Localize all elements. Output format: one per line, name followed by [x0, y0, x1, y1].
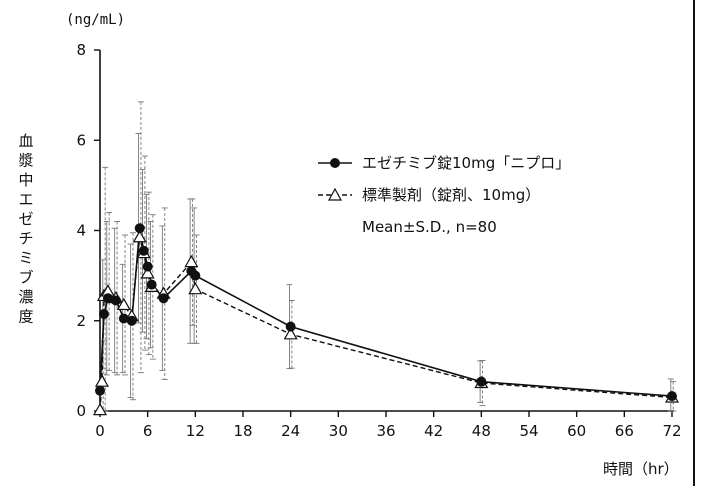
marker-reference [94, 374, 110, 387]
x-tick-label: 0 [95, 422, 105, 440]
x-tick-label: 30 [329, 422, 348, 440]
marker-reference [283, 327, 298, 340]
marker-test [476, 376, 487, 387]
legend-entry-test: エゼチミブ錠10mg「ニプロ」 [318, 154, 570, 172]
y-axis-title-char: 中 [18, 171, 33, 189]
marker-test [146, 279, 157, 290]
marker-reference [184, 254, 199, 268]
y-axis-title-char: ゼ [18, 210, 33, 228]
x-tick-label: 24 [281, 422, 300, 440]
marker-test [95, 385, 105, 396]
x-tick-label: 48 [472, 422, 491, 440]
marker-test [102, 293, 113, 304]
error-bars [99, 101, 677, 412]
marker-test [158, 293, 169, 304]
y-axis-title-char: 血 [18, 132, 33, 150]
marker-test [190, 270, 201, 281]
x-axis-title: 時間（hr） [603, 460, 679, 478]
marker-reference [140, 266, 155, 279]
marker-test [142, 261, 153, 272]
marker-reference [116, 297, 131, 311]
y-axis-title-char: ミ [18, 249, 33, 267]
marker-test [667, 391, 677, 402]
marker-test [126, 315, 137, 326]
y-unit-label: (ng/mL) [66, 12, 125, 28]
legend-label-test: エゼチミブ錠10mg「ニプロ」 [362, 154, 570, 172]
marker-test [138, 245, 149, 256]
legend: エゼチミブ錠10mg「ニプロ」 標準製剤（錠剤、10mg） Mean±S.D.,… [318, 154, 570, 236]
legend-marker-reference [327, 187, 343, 201]
y-axis-title-char: ブ [18, 269, 33, 287]
series-lines [99, 228, 673, 411]
y-axis-title-char: 漿 [18, 152, 33, 170]
x-tick-label: 72 [662, 422, 681, 440]
y-tick-label: 8 [76, 41, 86, 59]
y-tick-label: 0 [76, 402, 86, 420]
series-line-reference [99, 237, 673, 411]
stats-note: Mean±S.D., n=80 [362, 218, 497, 236]
x-tick-label: 54 [519, 422, 538, 440]
frame-border-right [693, 0, 695, 486]
marker-test [98, 308, 109, 319]
x-tick-label: 18 [233, 422, 252, 440]
marker-test [134, 223, 145, 234]
x-tick-label: 66 [615, 422, 634, 440]
marker-test [110, 295, 121, 306]
x-tick-label: 12 [186, 422, 205, 440]
x-tick-label: 36 [376, 422, 395, 440]
series-markers [92, 223, 680, 416]
y-tick-label: 2 [76, 312, 86, 330]
y-axis-title-char: エ [18, 191, 33, 209]
y-tick-label: 6 [76, 131, 86, 149]
y-axis-title-char: 濃 [18, 288, 33, 306]
y-axis-title-char: チ [18, 230, 33, 248]
y-tick-label: 4 [76, 222, 86, 240]
marker-test [285, 321, 296, 332]
marker-reference [92, 402, 108, 416]
series-line-test [99, 228, 673, 397]
x-tick-label: 6 [143, 422, 153, 440]
legend-entry-reference: 標準製剤（錠剤、10mg） [318, 186, 540, 204]
x-tick-label: 42 [424, 422, 443, 440]
legend-label-reference: 標準製剤（錠剤、10mg） [362, 186, 540, 204]
marker-reference [188, 281, 203, 295]
marker-test [118, 313, 129, 324]
x-tick-label: 60 [567, 422, 586, 440]
marker-reference [132, 230, 147, 243]
y-axis-title-char: 度 [18, 308, 33, 326]
legend-marker-test [330, 158, 340, 168]
